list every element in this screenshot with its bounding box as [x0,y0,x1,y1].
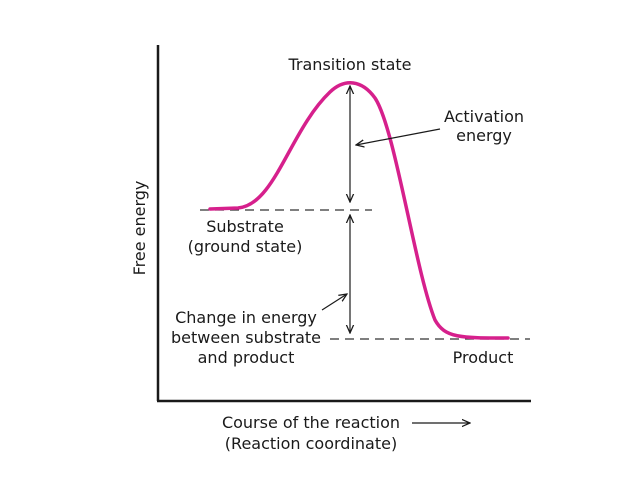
energy-change-label-line3: and product [198,348,295,367]
activation-energy-label-line1: Activation [444,107,524,126]
substrate-label-line2: (ground state) [188,237,303,256]
x-axis-label-line1: Course of the reaction [222,413,400,432]
transition-state-label: Transition state [288,55,412,74]
energy-change-label-line1: Change in energy [175,308,317,327]
x-axis-label-line2: (Reaction coordinate) [225,434,397,453]
product-label: Product [453,348,514,367]
y-axis-label: Free energy [130,181,149,276]
activation-pointer-arrow [356,128,441,145]
energy-change-label-line2: between substrate [171,328,321,347]
change-pointer-arrow [321,294,347,311]
substrate-label-line1: Substrate [206,217,284,236]
reaction-energy-curve [208,81,510,340]
activation-energy-label-line2: energy [456,126,512,145]
